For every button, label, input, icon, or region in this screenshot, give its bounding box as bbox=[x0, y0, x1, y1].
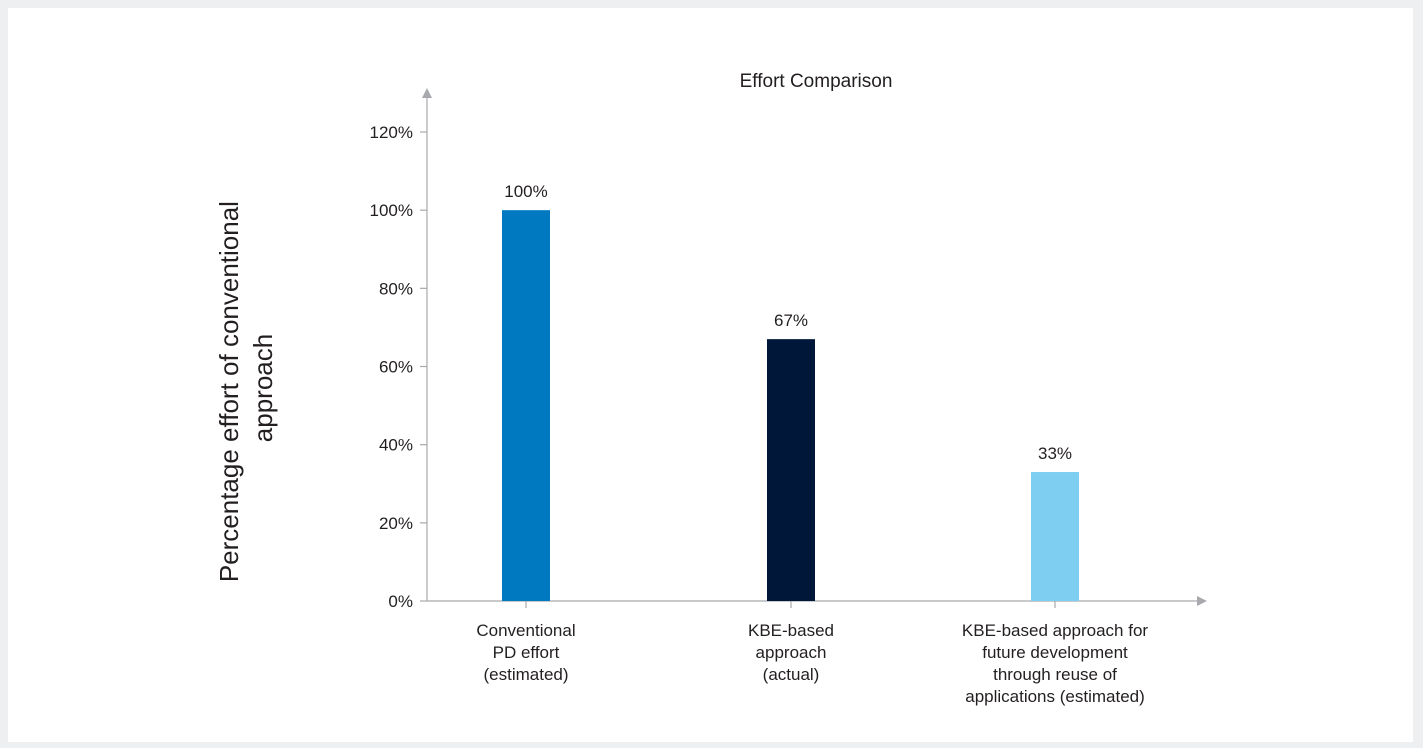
chart-title: Effort Comparison bbox=[740, 71, 893, 92]
y-tick-label: 60% bbox=[379, 358, 413, 377]
y-axis-label-line-2: approach bbox=[248, 334, 278, 442]
y-tick-label: 100% bbox=[370, 201, 413, 220]
data-label: 100% bbox=[504, 182, 547, 201]
y-axis-arrow bbox=[422, 88, 432, 98]
chart-panel bbox=[8, 8, 1413, 742]
y-tick-label: 0% bbox=[388, 592, 413, 611]
category-label: KBE-based approach for future development… bbox=[962, 621, 1149, 706]
bars bbox=[502, 210, 1079, 601]
category-label: Conventional PD effort (estimated) bbox=[476, 621, 575, 684]
labels: 0% 20% 40% 60% 80% 100% 120% 100% Conventional PD… bbox=[370, 123, 1149, 706]
y-tick-label: 20% bbox=[379, 514, 413, 533]
y-axis-label: Percentage effort of conventional approa… bbox=[214, 194, 278, 582]
x-axis-arrow bbox=[1197, 596, 1207, 606]
bar bbox=[1031, 472, 1079, 601]
bar bbox=[502, 210, 550, 601]
data-label: 67% bbox=[774, 311, 808, 330]
data-label: 33% bbox=[1038, 444, 1072, 463]
y-tick-label: 80% bbox=[379, 279, 413, 298]
y-tick-label: 120% bbox=[370, 123, 413, 142]
y-tick-label: 40% bbox=[379, 436, 413, 455]
y-axis-label-line-1: Percentage effort of conventional bbox=[214, 201, 244, 582]
bar bbox=[767, 339, 815, 601]
category-label: KBE-based approach (actual) bbox=[748, 621, 834, 684]
